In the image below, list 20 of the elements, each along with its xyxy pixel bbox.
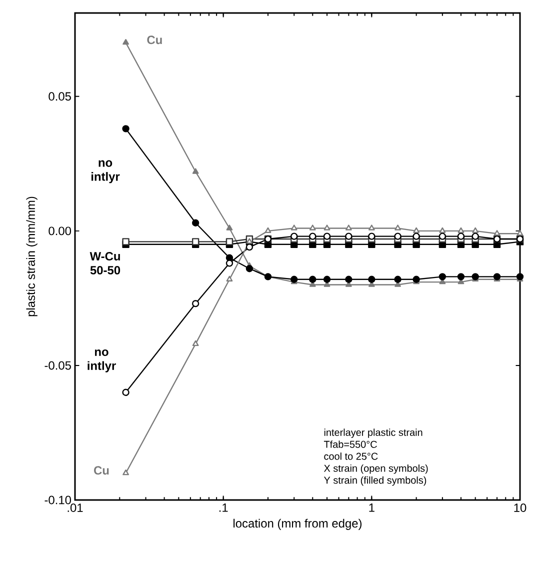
x-axis-title: location (mm from edge) — [234, 518, 362, 530]
series-label: W-Cu 50-50 — [90, 252, 120, 274]
annotation: Y strain (filled symbols) — [324, 476, 426, 486]
series-label: Cu — [147, 36, 162, 44]
y-tick-label: 0.05 — [48, 92, 71, 101]
series-label: Cu — [94, 466, 109, 475]
annotation: Tfab=550°C — [324, 440, 377, 448]
series-label: no intlyr — [91, 160, 120, 184]
y-axis-title: plastic strain (mm/mm) — [26, 196, 38, 316]
y-tick-label: -0.10 — [44, 496, 72, 504]
y-tick-label: 0.00 — [48, 226, 72, 236]
x-tick-label: .01 — [68, 504, 83, 512]
x-tick-label: 10 — [514, 504, 526, 512]
x-tick-label: 1 — [369, 504, 374, 512]
series-label: no intlyr — [88, 349, 116, 372]
x-tick-label: .1 — [219, 504, 228, 512]
annotation: cool to 25°C — [324, 452, 378, 460]
y-tick-label: -0.05 — [44, 361, 71, 370]
annotation: interlayer plastic strain — [324, 428, 422, 438]
annotation: X strain (open symbols) — [324, 464, 428, 474]
